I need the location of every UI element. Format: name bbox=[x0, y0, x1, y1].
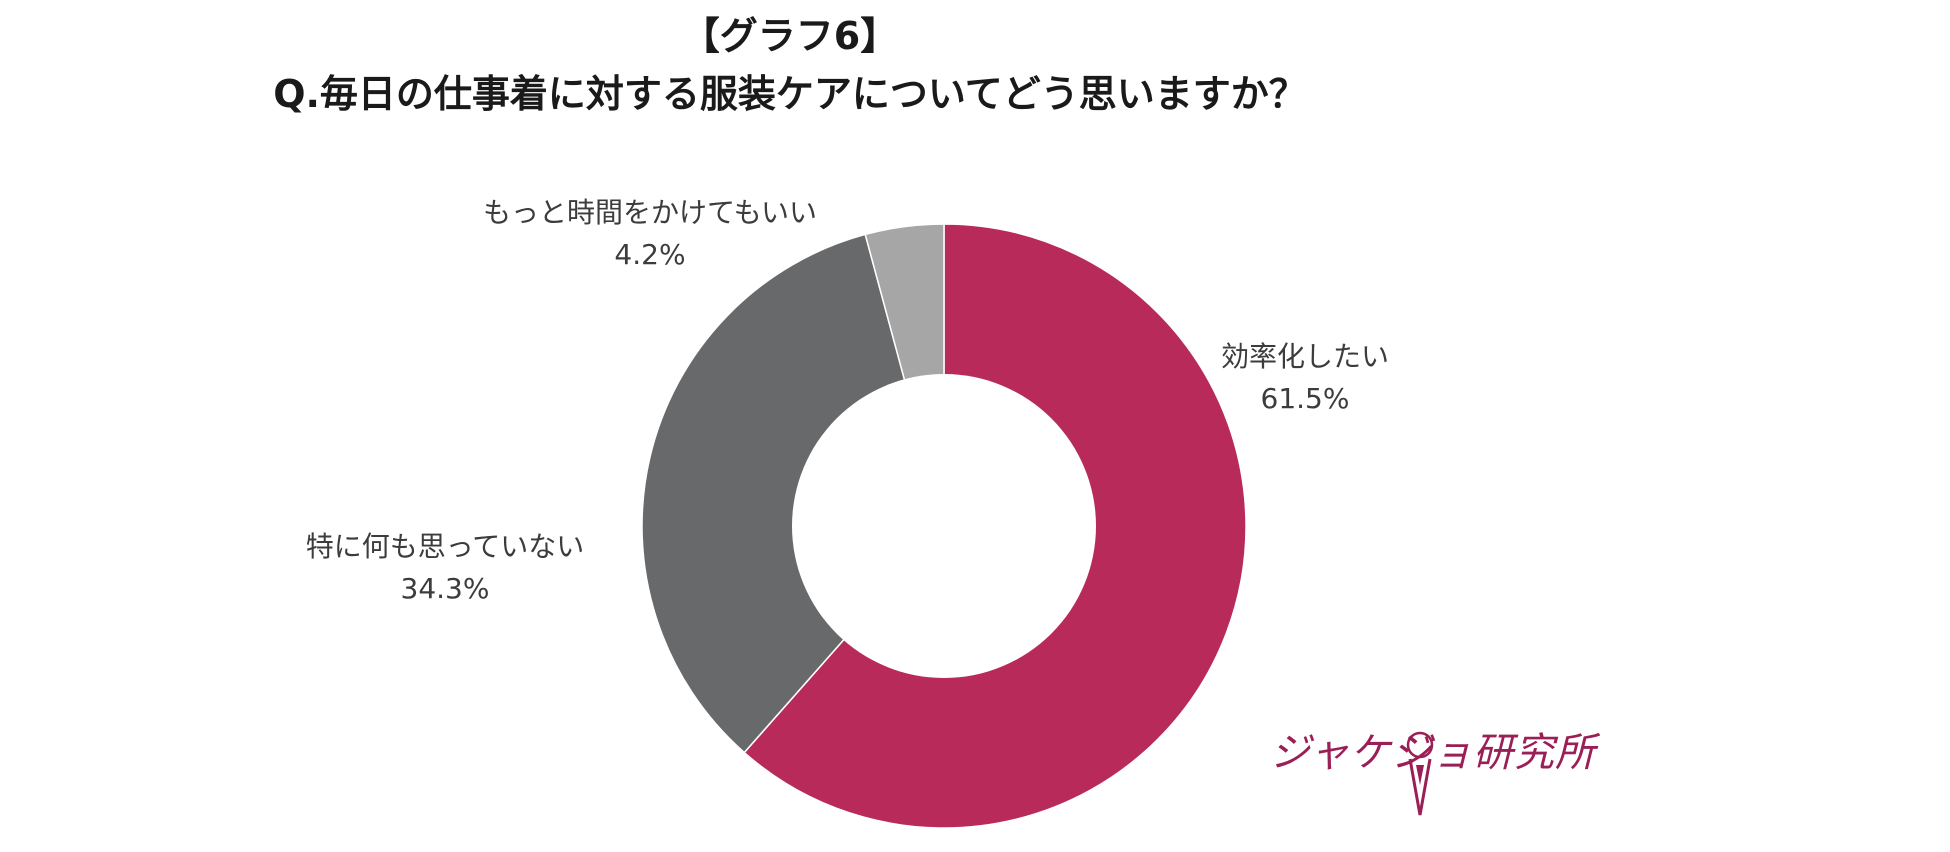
donut-hole bbox=[792, 374, 1096, 678]
brand-logo-figure-icon bbox=[1406, 731, 1434, 816]
slice-label-value-efficiency: 61.5% bbox=[1261, 382, 1350, 415]
slice-nothing bbox=[641, 233, 945, 754]
slice-label-value-more-time: 4.2% bbox=[614, 238, 685, 271]
brand-logo-text: ジャケジョ研究所 bbox=[1270, 730, 1596, 776]
slice-label-name-more-time: もっと時間をかけてもいい bbox=[483, 196, 817, 229]
slice-label-name-efficiency: 効率化したい bbox=[1221, 340, 1389, 373]
slice-label-name-nothing: 特に何も思っていない bbox=[306, 530, 585, 563]
chart-title-question: Q.毎日の仕事着に対する服装ケアについてどう思いますか？ bbox=[273, 72, 1307, 116]
chart-title-line1: 【グラフ6】 bbox=[681, 14, 899, 58]
slice-label-value-nothing: 34.3% bbox=[401, 572, 490, 605]
